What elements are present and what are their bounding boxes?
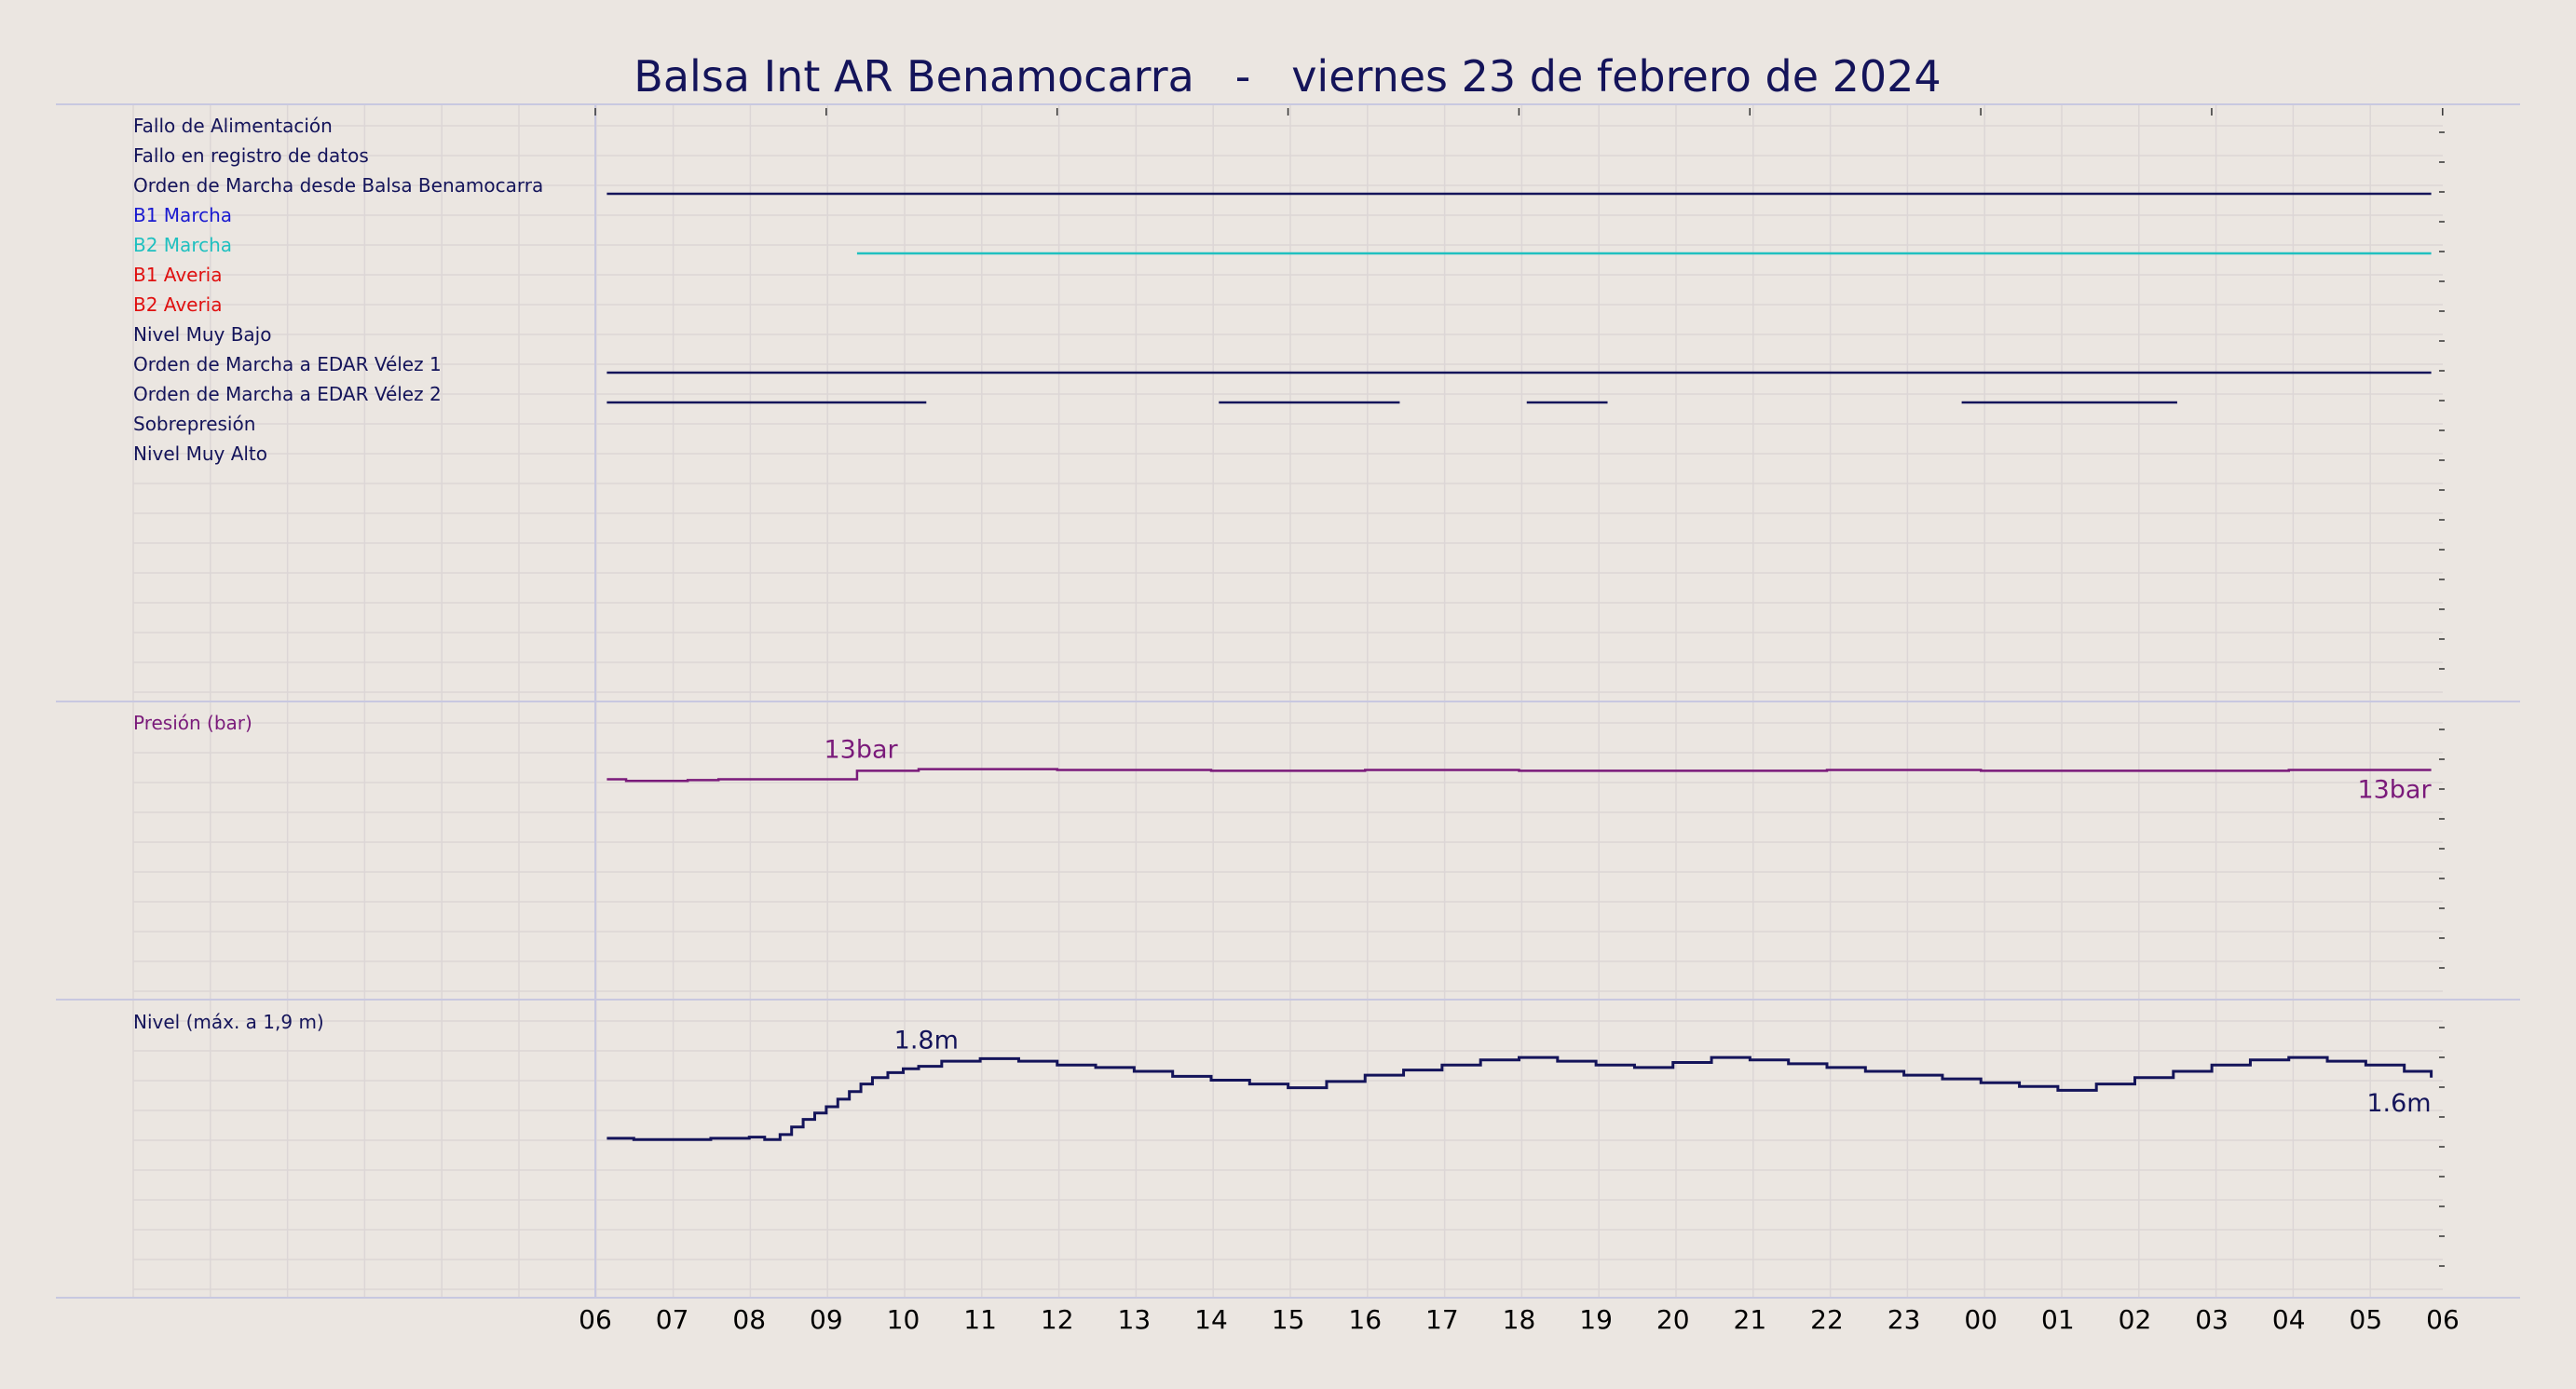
signal-label: Sobrepresión [133,413,255,435]
x-tick-label: 22 [1810,1304,1844,1335]
pressure-axis-label: Presión (bar) [133,712,252,734]
level-max-label: 1.8m [894,1027,959,1055]
level-panel: Nivel (máx. a 1,9 m) 1.8m 1.6m [133,1011,2433,1141]
x-tick-label: 06 [579,1304,612,1335]
x-tick-label: 15 [1272,1304,1305,1335]
x-tick-labels: 06 07 08 09 10 11 12 13 14 15 16 17 18 19 20 21 22 23 00 01… [579,1304,2460,1335]
x-tick-label: 13 [1118,1304,1152,1335]
x-tick-label: 04 [2272,1304,2306,1335]
x-tick-label: 08 [732,1304,766,1335]
signal-label: Orden de Marcha desde Balsa Benamocarra [133,174,543,197]
x-tick-label: 10 [887,1304,920,1335]
x-tick-label: 06 [2426,1304,2460,1335]
signal-label: B2 Marcha [133,234,232,256]
signal-label: Orden de Marcha a EDAR Vélez 1 [133,353,442,375]
x-tick-label: 23 [1888,1304,1921,1335]
chart-title: Balsa Int AR Benamocarra - viernes 23 de… [634,51,1941,102]
x-tick-label: 09 [810,1304,843,1335]
signal-label: B1 Averia [133,264,223,286]
signal-label: B2 Averia [133,293,223,316]
level-last-label: 1.6m [2366,1089,2431,1118]
signal-label: Nivel Muy Bajo [133,323,271,346]
signal-label: Fallo de Alimentación [133,115,333,137]
level-axis-label: Nivel (máx. a 1,9 m) [133,1011,324,1033]
pressure-series-line [607,768,2432,783]
digital-signals-panel: Fallo de Alimentación Fallo en registro d… [133,115,2432,465]
x-tick-label: 03 [2195,1304,2228,1335]
panel-separators [56,103,2520,1299]
x-tick-label: 16 [1348,1304,1382,1335]
x-tick-label: 11 [963,1304,997,1335]
x-tick-label: 02 [2119,1304,2152,1335]
signal-label: Fallo en registro de datos [133,144,369,167]
x-tick-label: 05 [2350,1304,2383,1335]
signal-label: Orden de Marcha a EDAR Vélez 2 [133,383,442,405]
x-tick-label: 00 [1964,1304,1997,1335]
x-tick-label: 07 [656,1304,689,1335]
pressure-max-label: 13bar [824,735,898,764]
x-tick-label: 14 [1194,1304,1228,1335]
x-tick-label: 17 [1425,1304,1459,1335]
pressure-last-label: 13bar [2357,775,2432,804]
tick-marks [594,108,2445,1267]
pressure-panel: Presión (bar) 13bar 13bar [133,712,2432,804]
x-tick-label: 18 [1503,1304,1536,1335]
x-tick-label: 20 [1656,1304,1690,1335]
x-tick-label: 12 [1041,1304,1074,1335]
signal-label: B1 Marcha [133,204,232,226]
level-series-line [607,1055,2433,1141]
x-tick-label: 19 [1579,1304,1613,1335]
signal-label: Nivel Muy Alto [133,443,267,465]
x-tick-label: 21 [1734,1304,1767,1335]
x-tick-label: 01 [2041,1304,2075,1335]
